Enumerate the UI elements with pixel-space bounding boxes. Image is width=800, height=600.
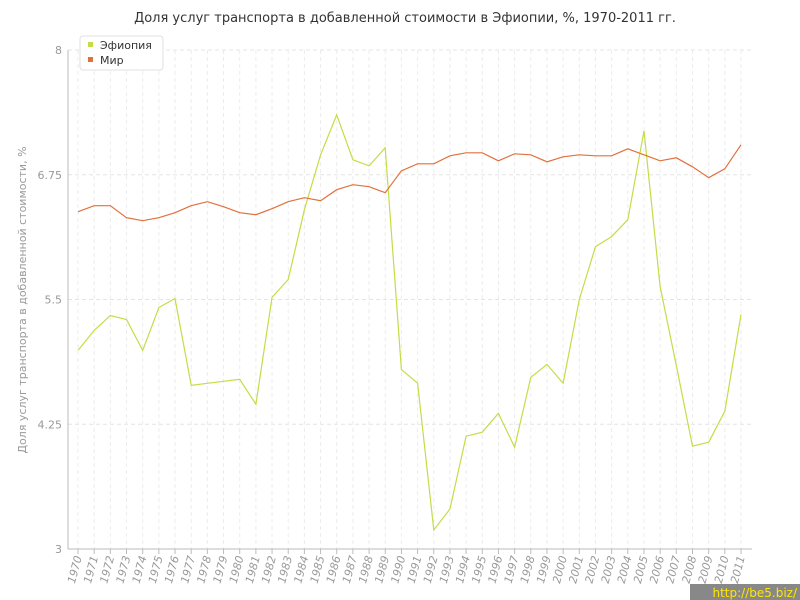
legend-label: Мир: [100, 54, 124, 67]
legend-swatch: [88, 42, 93, 47]
y-tick-label: 8: [55, 44, 62, 57]
chart-title: Доля услуг транспорта в добавленной стои…: [134, 11, 676, 26]
legend-swatch: [88, 57, 93, 62]
watermark: http://be5.biz/: [712, 586, 797, 600]
y-tick-label: 5.5: [45, 294, 63, 307]
legend-box: [79, 35, 164, 71]
series-line: [77, 113, 742, 532]
y-axis-label: Доля услуг транспорта в добавленной стои…: [16, 146, 29, 453]
y-tick-label: 6.75: [38, 169, 63, 182]
y-tick-label: 4.25: [38, 418, 63, 431]
watermark-bg: [690, 584, 800, 600]
series-line: [77, 144, 742, 222]
legend-label: Эфиопия: [100, 39, 152, 52]
y-tick-label: 3: [55, 543, 62, 556]
